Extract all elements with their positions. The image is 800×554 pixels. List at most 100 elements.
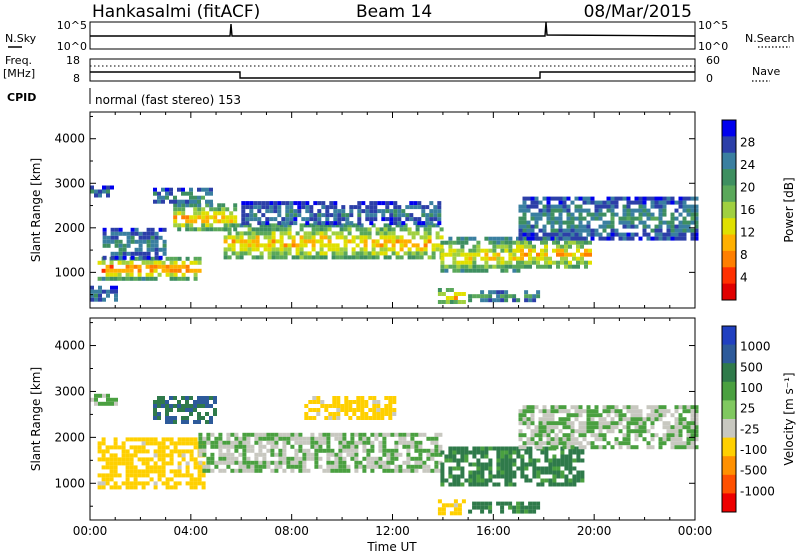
velocity-cell [242,444,247,449]
power-cell [646,212,651,217]
power-cell [379,235,384,240]
power-cell [243,223,248,228]
power-cell [146,227,151,232]
velocity-cell [360,396,365,400]
power-cell [245,213,250,218]
velocity-cell [484,450,489,455]
power-cell [303,239,308,244]
velocity-cell [578,445,583,450]
power-cell [383,255,388,260]
velocity-cell [568,462,573,467]
power-cell [674,200,679,205]
velocity-cell [370,456,375,461]
velocity-cell [622,413,627,418]
velocity-cell [193,461,198,466]
power-cell [526,224,531,229]
velocity-cell [330,460,335,465]
velocity-cell [157,473,162,478]
velocity-cell [437,507,442,512]
velocity-cell [262,456,267,461]
power-cell [437,300,442,304]
velocity-cell [234,448,239,453]
power-cell [554,196,559,201]
power-cell [453,296,458,300]
power-cell [508,264,513,269]
velocity-cell [370,440,375,445]
power-cell [391,251,396,256]
power-cell [658,228,663,233]
velocity-cell [618,429,623,434]
power-cell [682,196,687,201]
power-cell [265,221,270,226]
power-cell [440,268,445,273]
velocity-cell [678,421,683,426]
power-cell [193,268,198,273]
velocity-cell [594,433,599,438]
velocity-cell [334,460,339,465]
velocity-cell [441,507,446,512]
velocity-cell [554,441,559,446]
power-cell [261,221,266,226]
velocity-cell [406,444,411,449]
power-cell [311,255,316,260]
velocity-cell [350,436,355,441]
power-cell [580,256,584,261]
power-cell [267,235,272,240]
power-cell [674,216,679,221]
velocity-cell [536,482,541,487]
velocity-cell [484,501,489,506]
velocity-cell [586,421,591,426]
velocity-cell [185,404,189,408]
power-cell [319,235,324,240]
power-cell [646,208,651,213]
power-cell [492,240,497,245]
power-cell [357,217,362,222]
power-cell [552,240,556,245]
power-cell [666,236,671,241]
velocity-cell [452,446,457,451]
velocity-cell [634,425,639,430]
power-cell [101,276,106,281]
power-cell [359,227,364,232]
power-cell [590,216,595,221]
power-cell [566,208,571,213]
power-cell [251,227,256,232]
power-cell [343,235,348,240]
velocity-cell [524,505,529,510]
velocity-cell [530,413,535,418]
power-cell [162,239,167,244]
power-cell [492,256,497,261]
velocity-cell [406,456,411,461]
power-cell [427,239,432,244]
power-cell [333,209,338,214]
velocity-cell [250,468,255,473]
power-cell [464,236,469,241]
velocity-cell [165,461,170,466]
velocity-cell [452,458,457,463]
velocity-cell [169,457,174,462]
power-cell [530,216,535,221]
velocity-cell [460,454,465,459]
power-cell [161,268,166,273]
power-cell [273,201,278,206]
velocity-cell [448,482,453,487]
velocity-cell [242,440,247,445]
power-cell [610,220,615,225]
power-cell [125,260,130,265]
velocity-cell [556,458,561,463]
power-cell [548,260,552,265]
velocity-cell [414,464,419,469]
velocity-cell [226,436,231,441]
power-cell [576,260,580,265]
velocity-cell [610,421,615,426]
velocity-cell [222,468,227,473]
velocity-cell [310,444,315,449]
velocity-cell [161,481,166,486]
velocity-cell [105,457,110,462]
velocity-cell [520,505,525,510]
velocity-cell [161,473,166,478]
power-cell [263,243,268,248]
power-cell [606,204,611,209]
velocity-cell [522,417,527,422]
power-cell [658,224,663,229]
